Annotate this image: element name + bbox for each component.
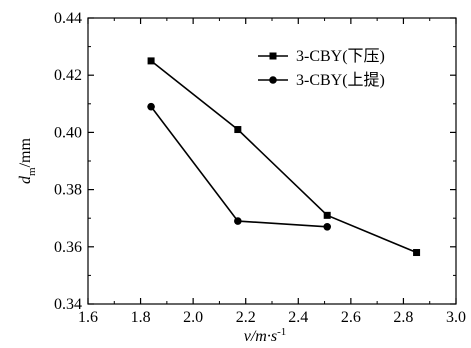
y-axis-label-symbol: d [17,175,34,184]
y-tick-label: 0.44 [54,10,82,27]
y-tick-label: 0.36 [54,239,82,256]
x-axis-label-exponent: -1 [277,326,286,338]
tick-labels: 1.6 1.8 2.0 2.2 2.4 2.6 2.8 3.0 0.34 0.36 0.38 0.40… [54,10,466,326]
x-axis-label: v/m·s-1 [244,326,287,345]
x-tick-label: 2.6 [341,309,361,326]
x-tick-label: 1.8 [131,309,151,326]
x-tick-label: 2.8 [393,309,413,326]
series-line [150,60,417,254]
series-line [150,106,328,228]
y-axis-label: dm/mm [17,138,38,184]
series-1 [147,57,421,257]
legend: 3-CBY(下压) 3-CBY(上提) [258,48,385,89]
y-tick-label: 0.38 [54,182,82,199]
legend-marker [269,52,277,60]
series-2 [147,102,332,231]
legend-label: 3-CBY(下压) [296,48,385,65]
x-tick-label: 3.0 [446,309,466,326]
x-tick-label: 2.4 [288,309,308,326]
data-point [234,217,242,225]
data-point [234,126,242,134]
data-point [147,102,155,111]
x-tick-label: 2.0 [183,309,203,326]
data-point [323,222,332,231]
legend-marker [269,76,277,84]
data-point [413,249,421,257]
series-layer [147,57,421,257]
x-tick-label: 1.6 [78,309,98,326]
legend-item-2: 3-CBY(上提) [258,71,385,89]
plot-frame [87,17,457,305]
y-tick-label: 0.40 [54,124,82,141]
data-point [323,211,331,219]
y-tick-label: 0.34 [54,296,82,313]
y-axis-label-subscript: m [26,167,38,176]
x-axis-label-main: v/m·s [244,328,277,345]
legend-item-1: 3-CBY(下压) [258,48,385,65]
ticks [87,17,457,305]
y-tick-label: 0.42 [54,67,82,84]
y-axis-label-unit: /mm [17,138,34,168]
data-point [147,57,155,65]
x-tick-label: 2.2 [236,309,256,326]
legend-label: 3-CBY(上提) [296,71,385,89]
